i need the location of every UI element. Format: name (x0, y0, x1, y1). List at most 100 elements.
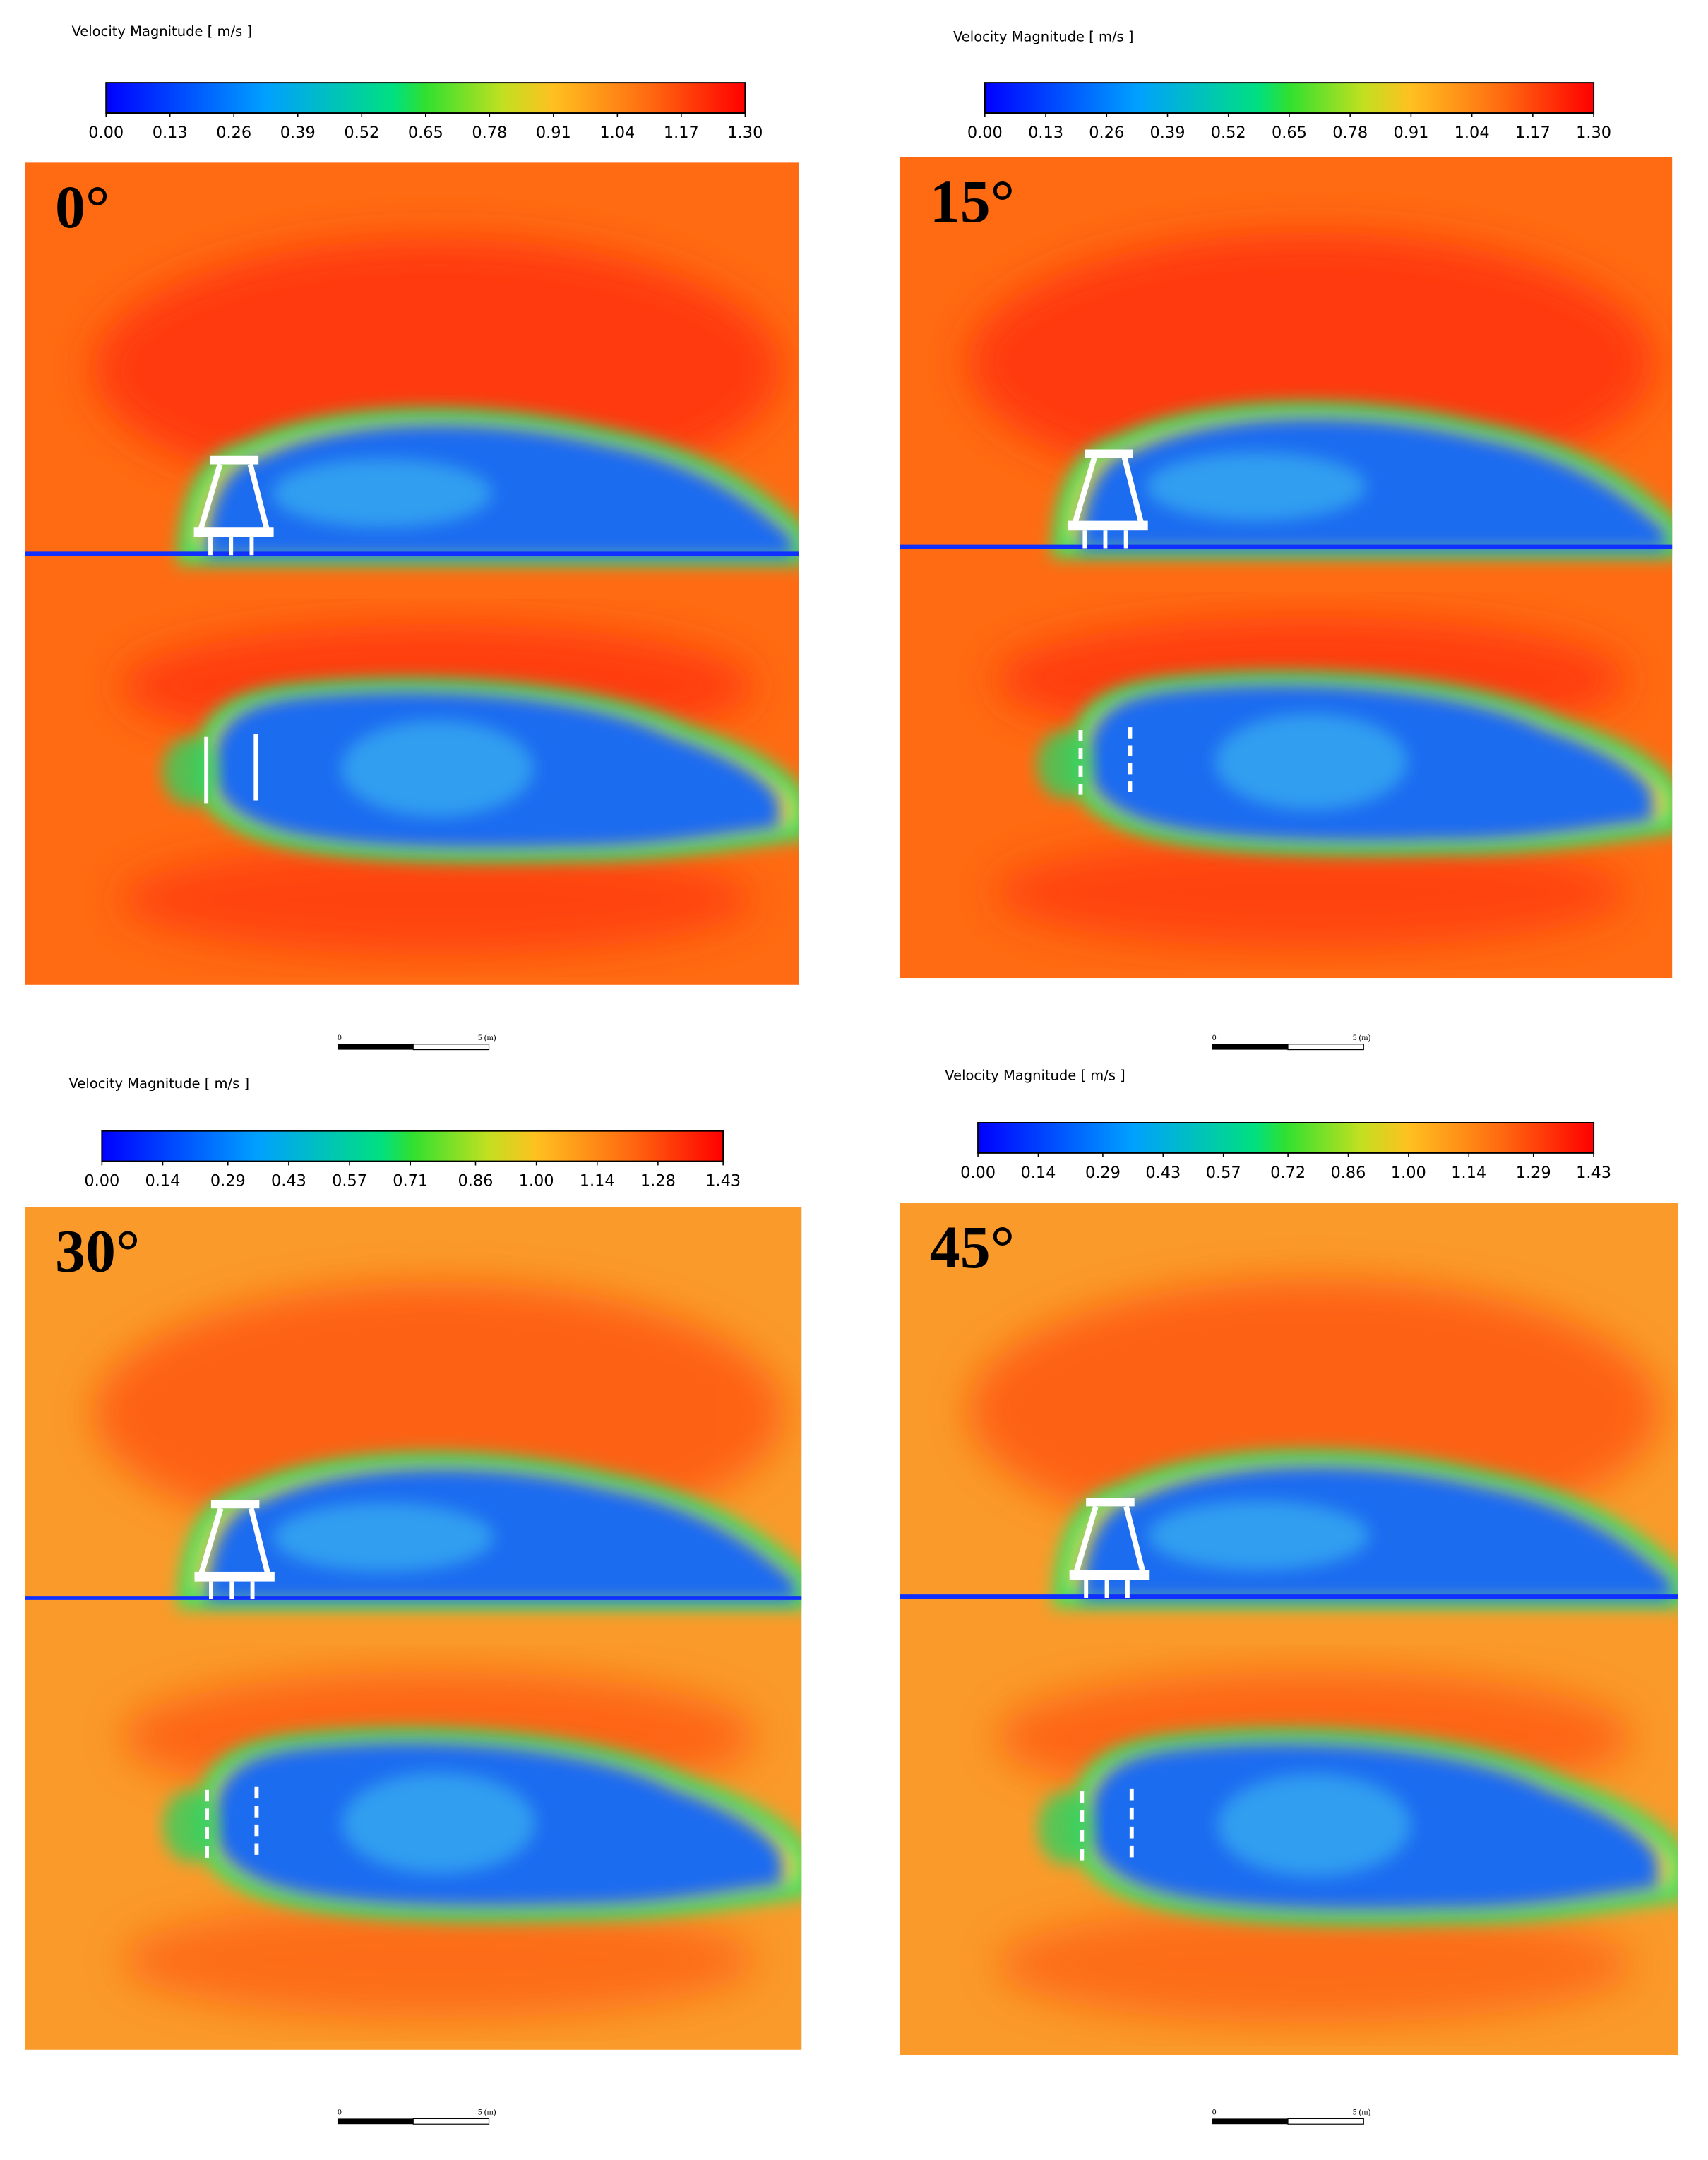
frame (1072, 457, 1144, 523)
colorbar-tick-label: 0.65 (408, 124, 443, 142)
high-speed-zone (996, 1905, 1632, 2024)
scale-bar-white (1287, 1044, 1364, 1051)
contour-plot (899, 157, 1673, 979)
colorbar-tick-label: 1.17 (664, 124, 699, 142)
colorbar-tick-label: 0.13 (153, 124, 188, 142)
colorbar-tick-label: 1.28 (640, 1172, 676, 1191)
plan-view (995, 617, 1673, 948)
wake-eddy (342, 1772, 536, 1874)
wake-eddy (1146, 452, 1366, 521)
colorbar-tick-label: 0.13 (1028, 124, 1063, 142)
colorbar-tick-label: 0.29 (210, 1172, 246, 1191)
legs (1084, 1580, 1130, 1599)
colorbar-tick-label: 0.91 (536, 124, 571, 142)
panel: Velocity Magnitude [ m/s ] 0.00 0.14 0.29 0.… (899, 1068, 1678, 2125)
high-speed-zone (995, 837, 1628, 948)
colorbar-tick-label: 0.26 (216, 124, 251, 142)
colorbar-tick-label: 1.17 (1515, 124, 1551, 142)
contour-plot (25, 1206, 802, 2050)
frame (198, 463, 270, 530)
scale-bar-white (1287, 2118, 1364, 2125)
angle-label: 30° (55, 1218, 140, 1285)
colorbar-title: Velocity Magnitude [ m/s ] (945, 1068, 1125, 1084)
scale-bar-end: 5 (m) (1353, 2108, 1371, 2117)
colorbar (977, 1121, 1595, 1154)
plates (204, 734, 258, 804)
colorbar-tick-label: 1.14 (580, 1172, 615, 1191)
scale-bar-start: 0 (1212, 2108, 1217, 2117)
plan-view (996, 1671, 1678, 2024)
wake-eddy (1217, 1774, 1411, 1877)
scale-bar-white (412, 1044, 490, 1051)
colorbar-title: Velocity Magnitude [ m/s ] (71, 23, 252, 40)
wake-eddy (272, 458, 493, 528)
colorbar-tick-label: 0.14 (1020, 1164, 1056, 1182)
wake-eddy (1214, 713, 1408, 811)
colorbar-tick-label: 0.65 (1272, 124, 1307, 142)
scale-bar-end: 5 (m) (478, 1033, 496, 1042)
high-speed-zone (121, 1902, 756, 2018)
scale-bar-start: 0 (338, 1033, 342, 1042)
colorbar-tick-label: 0.00 (960, 1164, 996, 1182)
colorbar-tick-label: 1.30 (1576, 124, 1611, 142)
colorbar-tick-label: 1.43 (705, 1172, 741, 1191)
colorbar-title: Velocity Magnitude [ m/s ] (69, 1075, 250, 1092)
colorbar-tick-label: 0.78 (1332, 124, 1368, 142)
colorbar-tick-label: 0.86 (1331, 1164, 1366, 1182)
angle-label: 0° (55, 174, 109, 241)
colorbar-tick-label: 0.29 (1085, 1164, 1121, 1182)
colorbar-tick-label: 0.52 (344, 124, 379, 142)
deck (210, 1500, 260, 1509)
legs (208, 537, 254, 556)
high-speed-zone (121, 844, 754, 955)
colorbar-tick-label: 1.14 (1451, 1164, 1486, 1182)
wake-eddy (1148, 1500, 1370, 1570)
colorbar (101, 1130, 724, 1162)
colorbar-tick-label: 1.04 (599, 124, 635, 142)
base (193, 527, 274, 537)
deck (1085, 449, 1133, 458)
side-view (899, 1279, 1678, 1608)
colorbar (984, 82, 1595, 114)
colorbar-tick-label: 0.91 (1393, 124, 1428, 142)
scale-bar-end: 5 (m) (478, 2108, 496, 2117)
colorbar-tick-label: 1.00 (1391, 1164, 1426, 1182)
stagnation (1037, 729, 1092, 799)
colorbar-tick-label: 0.57 (332, 1172, 367, 1191)
colorbar (105, 82, 746, 114)
colorbar-tick-label: 0.43 (271, 1172, 306, 1191)
wake-eddy (341, 720, 534, 817)
scale-bar-end: 5 (m) (1353, 1033, 1371, 1042)
legs (209, 1581, 255, 1599)
colorbar-tick-label: 0.00 (967, 124, 1003, 142)
plates (1078, 727, 1133, 796)
colorbar-tick-label: 0.52 (1211, 124, 1246, 142)
scale-bar-black (1212, 1044, 1289, 1050)
colorbar-tick-label: 1.43 (1576, 1164, 1611, 1182)
colorbar-tick-label: 0.39 (1150, 124, 1186, 142)
panel: Velocity Magnitude [ m/s ] 0.00 0.13 0.26 0.… (25, 23, 799, 1051)
base (194, 1571, 275, 1582)
side-view (25, 1282, 802, 1609)
scale-bar-start: 0 (338, 2108, 342, 2117)
deck (1086, 1498, 1135, 1507)
scale-bar-black (337, 1044, 414, 1050)
colorbar-tick-label: 0.71 (393, 1172, 428, 1191)
contour-plot (899, 1203, 1678, 2055)
colorbar-tick-label: 0.72 (1270, 1164, 1306, 1182)
angle-label: 45° (930, 1214, 1015, 1281)
colorbar-title: Velocity Magnitude [ m/s ] (953, 29, 1134, 45)
angle-label: 15° (930, 168, 1015, 235)
colorbar-tick-label: 0.39 (280, 124, 316, 142)
scale-bar-black (1212, 2118, 1289, 2125)
colorbar-tick-label: 0.26 (1089, 124, 1124, 142)
colorbar-tick-label: 1.30 (727, 124, 763, 142)
base (1068, 520, 1148, 531)
colorbar-tick-label: 0.00 (84, 1172, 119, 1191)
panel: Velocity Magnitude [ m/s ] 0.00 0.14 0.29 0.… (25, 1075, 802, 2125)
colorbar-tick-label: 0.00 (88, 124, 124, 142)
side-view (899, 232, 1673, 559)
deck (210, 455, 259, 465)
frame (1073, 1505, 1146, 1573)
